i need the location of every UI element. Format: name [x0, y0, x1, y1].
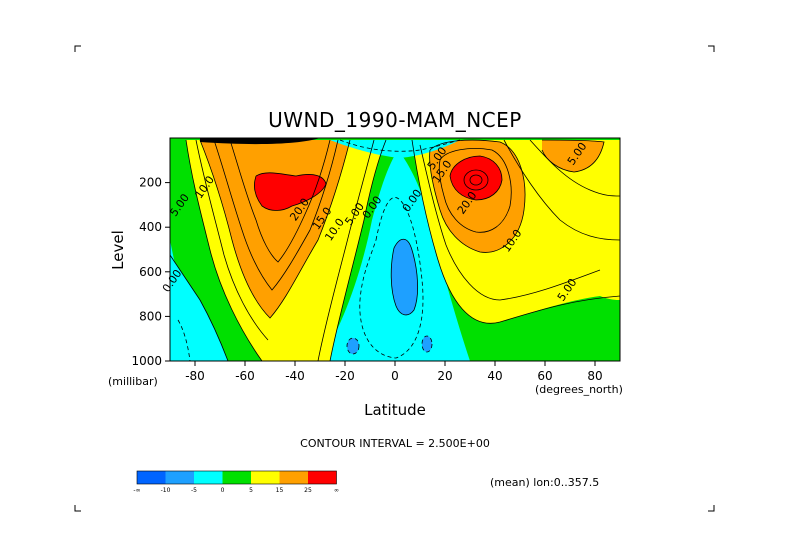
contour-interval-text: CONTOUR INTERVAL = 2.500E+00 [300, 437, 490, 450]
plot-area [170, 138, 620, 361]
colorbar-swatch [279, 471, 308, 484]
colorbar-swatch [165, 471, 194, 484]
colorbar-label: 15 [276, 487, 284, 494]
colorbar: -∞ -10 -5 0 5 15 25 ∞ [133, 470, 339, 494]
colorbar-label: -10 [161, 487, 171, 494]
y-axis-ticks: 200 400 600 800 1000 [131, 176, 170, 368]
negative-contours [177, 139, 461, 361]
x-tick-label: 80 [587, 369, 602, 383]
y-units-label: (millibar) [108, 375, 158, 388]
upper-boundary-strip [330, 140, 460, 158]
colorbar-label: 5 [249, 487, 253, 494]
negative-region-equator [170, 150, 470, 361]
small-cell-right [422, 336, 432, 352]
y-axis-label: Level [109, 230, 127, 270]
colorbar-frame [136, 470, 337, 485]
colorbar-swatch [222, 471, 251, 484]
nh-jet-red [450, 156, 502, 200]
chart-title: UWND_1990-MAM_NCEP [268, 108, 522, 132]
crop-marks [74, 45, 715, 512]
colorbar-swatch [137, 471, 166, 484]
colorbar-label: ∞ [334, 487, 339, 494]
colorbar-label: 25 [304, 487, 312, 494]
small-cell-left [347, 338, 359, 354]
colorbar-swatch [194, 471, 223, 484]
y-tick-label: 1000 [131, 354, 162, 368]
equatorial-core [391, 239, 418, 315]
x-tick-label: -20 [335, 369, 355, 383]
mean-longitude-text: (mean) lon:0..357.5 [490, 476, 599, 489]
x-axis-ticks: -80 -60 -40 -20 0 20 40 60 80 [185, 361, 603, 383]
y-tick-label: 200 [139, 176, 162, 190]
upper-black-band [200, 138, 320, 145]
x-tick-label: -60 [235, 369, 255, 383]
y-tick-label: 800 [139, 309, 162, 323]
x-tick-label: -40 [285, 369, 305, 383]
x-tick-label: -80 [185, 369, 205, 383]
x-tick-label: 60 [537, 369, 552, 383]
x-tick-label: 0 [391, 369, 399, 383]
sh-jet-red [254, 172, 326, 211]
x-tick-label: 40 [487, 369, 502, 383]
colorbar-label: -5 [191, 487, 197, 494]
colorbar-swatch [251, 471, 280, 484]
contour-lines [170, 139, 620, 361]
nh-polar-orange [542, 140, 604, 172]
y-tick-label: 600 [139, 265, 162, 279]
x-axis-label: Latitude [364, 401, 426, 419]
x-units-label: (degrees_north) [535, 383, 623, 396]
colorbar-label: 0 [221, 487, 225, 494]
colorbar-swatch [308, 471, 337, 484]
y-tick-label: 400 [139, 220, 162, 234]
colorbar-label: -∞ [133, 487, 140, 494]
x-tick-label: 20 [437, 369, 452, 383]
